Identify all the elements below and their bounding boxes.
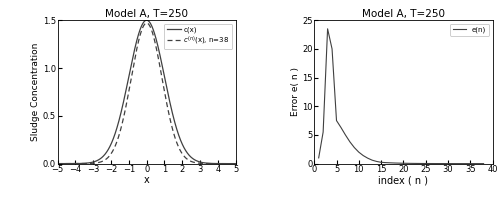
Title: Model A, T=250: Model A, T=250 xyxy=(105,9,188,19)
Legend: c(x), $c^{(n)}$(x), n=38: c(x), $c^{(n)}$(x), n=38 xyxy=(164,24,232,49)
c(x) xyxy=(228,162,234,165)
$c^{(n)}(x)$, n=38 xyxy=(54,162,60,165)
$c^{(n)}(x)$, n=38 xyxy=(64,162,70,165)
Line: $c^{(n)}(x)$, n=38: $c^{(n)}(x)$, n=38 xyxy=(58,23,236,164)
Legend: e(n): e(n) xyxy=(450,24,489,36)
$c^{(n)}(x)$, n=38 xyxy=(144,22,150,24)
c(x) xyxy=(195,160,201,163)
c(x) xyxy=(136,30,142,33)
$c^{(n)}(x)$, n=38 xyxy=(228,162,234,165)
c(x) xyxy=(228,162,234,165)
c(x) xyxy=(141,20,147,23)
c(x) xyxy=(233,162,239,165)
c(x) xyxy=(54,162,60,165)
$c^{(n)}(x)$, n=38 xyxy=(195,162,201,164)
$c^{(n)}(x)$, n=38 xyxy=(136,36,142,39)
$c^{(n)}(x)$, n=38 xyxy=(228,162,234,165)
Y-axis label: Error e( n ): Error e( n ) xyxy=(290,67,300,116)
Title: Model A, T=250: Model A, T=250 xyxy=(362,9,445,19)
Line: c(x): c(x) xyxy=(58,20,236,164)
Y-axis label: Sludge Concentration: Sludge Concentration xyxy=(31,43,40,141)
X-axis label: x: x xyxy=(144,175,150,185)
X-axis label: index ( n ): index ( n ) xyxy=(378,175,428,185)
c(x) xyxy=(64,162,70,165)
$c^{(n)}(x)$, n=38 xyxy=(233,162,239,165)
c(x) xyxy=(144,19,150,21)
$c^{(n)}(x)$, n=38 xyxy=(141,24,147,26)
